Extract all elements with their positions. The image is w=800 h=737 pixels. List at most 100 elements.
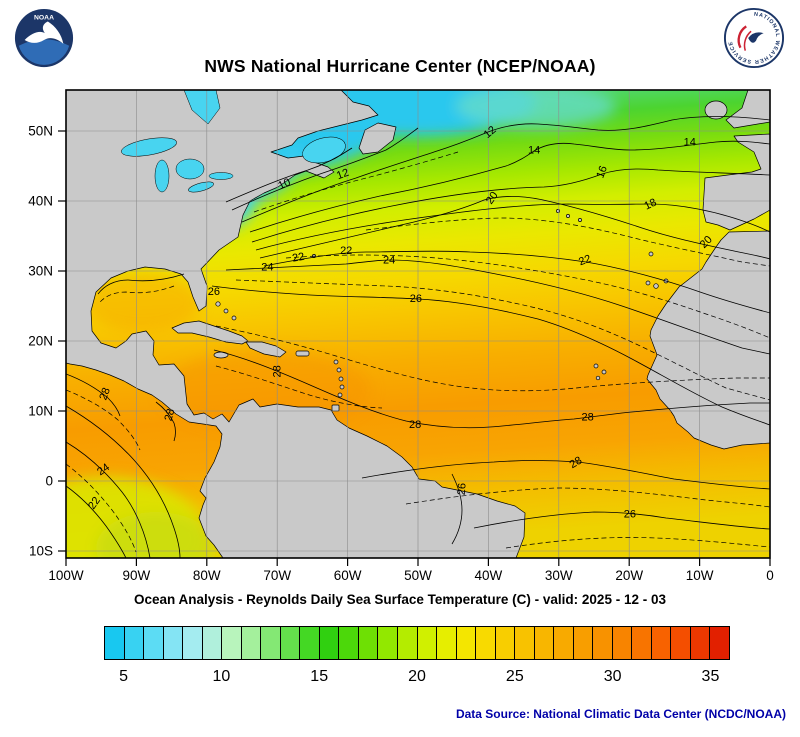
lake-erie bbox=[188, 181, 214, 193]
isotherm-27-gulf-dashed bbox=[99, 285, 175, 303]
colorbar-tick-labels: 5 10 15 20 25 30 35 bbox=[104, 660, 730, 690]
contour-label: 16 bbox=[594, 164, 609, 180]
colorbar-tick-label: 15 bbox=[310, 668, 329, 685]
cape-verde-island bbox=[595, 375, 601, 381]
landmasses bbox=[66, 90, 770, 558]
isotherm-27-pacific-dashed bbox=[66, 389, 141, 451]
africa-landmass bbox=[646, 230, 770, 450]
map-frame bbox=[65, 89, 771, 559]
contour-label: 14 bbox=[528, 145, 540, 157]
noaa-logo-text: NOAA bbox=[34, 15, 54, 22]
isotherm-27-dashed bbox=[215, 325, 770, 392]
isotherm-25-south-dashed bbox=[505, 537, 770, 549]
lon-tick-label: 20W bbox=[615, 568, 643, 583]
antilles-island bbox=[337, 392, 343, 398]
isotherm-28-north bbox=[213, 349, 770, 429]
contour-label: 26 bbox=[624, 509, 636, 521]
isotherm-12 bbox=[241, 116, 770, 223]
madeira-island bbox=[648, 251, 654, 257]
ireland-island bbox=[704, 100, 728, 120]
lat-tick-label: 20N bbox=[28, 334, 53, 349]
colorbar-cell bbox=[144, 627, 164, 659]
noaa-logo-icon: NOAA bbox=[14, 8, 74, 68]
colorbar-tick-label: 20 bbox=[408, 668, 426, 685]
lake-ontario bbox=[208, 172, 234, 180]
nws-red-swoosh2-icon bbox=[743, 30, 752, 51]
colorbar-cell bbox=[534, 627, 555, 659]
colorbar-tick-label: 25 bbox=[505, 668, 524, 685]
isotherm-24 bbox=[225, 259, 770, 355]
lon-tick-label: 90W bbox=[123, 568, 151, 583]
colorbar-tick-label: 10 bbox=[212, 668, 231, 685]
map-subtitle: Ocean Analysis - Reynolds Daily Sea Surf… bbox=[134, 592, 666, 607]
colorbar-cell bbox=[358, 627, 379, 659]
colorbar-cell bbox=[437, 627, 457, 659]
lake-michigan bbox=[154, 159, 170, 193]
colorbar-tick-label: 35 bbox=[701, 668, 720, 685]
isotherm-caribbean-dashed bbox=[215, 365, 383, 409]
isotherm-13-dashed bbox=[253, 151, 459, 213]
contour-label: 22 bbox=[577, 253, 593, 268]
lon-tick-label: 60W bbox=[334, 568, 362, 583]
colorbar-cell bbox=[339, 627, 359, 659]
colorbar-cell bbox=[690, 627, 711, 659]
isotherm-25-dashed bbox=[235, 279, 770, 401]
colorbar-cell bbox=[183, 627, 203, 659]
isotherm-26-equatorial bbox=[451, 473, 463, 545]
colorbar-cells bbox=[104, 626, 730, 660]
contour-label: 14 bbox=[684, 136, 696, 148]
lon-tick-label: 70W bbox=[263, 568, 291, 583]
lat-tick-label: 10N bbox=[28, 404, 53, 419]
bahamas-island bbox=[223, 308, 229, 314]
contour-label: 24 bbox=[261, 262, 273, 274]
isotherm-28-south bbox=[361, 460, 770, 490]
colorbar-cell bbox=[319, 627, 340, 659]
hispaniola-island bbox=[245, 341, 287, 358]
isotherm-28-pacific-panama bbox=[155, 401, 176, 442]
contour-label: 12 bbox=[335, 167, 351, 182]
contour-labels: 1012121414161820202222222424262628282828… bbox=[86, 124, 715, 521]
isotherm-26 bbox=[211, 285, 770, 426]
nws-logo: NATIONAL WEATHER SERVICE bbox=[723, 7, 785, 69]
colorbar-cell bbox=[573, 627, 594, 659]
colorbar-tick-label: 5 bbox=[119, 668, 129, 685]
colorbar-cell bbox=[397, 627, 418, 659]
lon-tick-label: 30W bbox=[545, 568, 573, 583]
sst-anomaly-blobs bbox=[66, 90, 616, 558]
contour-label: 18 bbox=[642, 197, 658, 213]
isotherm-26-south bbox=[473, 511, 770, 530]
isotherm-14 bbox=[249, 140, 770, 233]
lon-tick-label: 10W bbox=[686, 568, 714, 583]
contour-label: 26 bbox=[410, 293, 422, 305]
contour-label: 26 bbox=[456, 482, 469, 495]
contour-label: 28 bbox=[97, 386, 112, 402]
contour-label: 22 bbox=[340, 245, 352, 257]
azores-island bbox=[578, 218, 582, 222]
lon-tick-label: 100W bbox=[48, 568, 84, 583]
canary-island bbox=[645, 280, 651, 286]
contour-label: 22 bbox=[86, 495, 103, 512]
colorbar-cell bbox=[280, 627, 301, 659]
trinidad-island bbox=[331, 404, 340, 412]
colorbar-cell bbox=[554, 627, 574, 659]
colorbar-cell bbox=[651, 627, 672, 659]
contour-label: 28 bbox=[409, 419, 421, 431]
colorbar: 5 10 15 20 25 30 35 bbox=[104, 626, 730, 692]
colorbar-cell bbox=[593, 627, 613, 659]
colorbar-cell bbox=[632, 627, 652, 659]
isotherm-contours-dashed bbox=[66, 151, 770, 553]
isotherm-23-pacific-dashed bbox=[66, 463, 137, 553]
isotherm-20 bbox=[259, 195, 770, 260]
contour-label: 26 bbox=[208, 286, 220, 298]
colorbar-cell bbox=[671, 627, 691, 659]
lon-tick-label: 40W bbox=[475, 568, 503, 583]
noaa-logo-lower-half bbox=[18, 39, 70, 65]
azores-island bbox=[566, 214, 570, 218]
contour-label: 22 bbox=[291, 251, 305, 265]
contour-label: 28 bbox=[582, 411, 594, 423]
colorbar-cell bbox=[163, 627, 184, 659]
colorbar-tick-label: 30 bbox=[603, 668, 622, 685]
antilles-island bbox=[333, 359, 339, 365]
isotherm-26-pacific bbox=[66, 405, 181, 558]
